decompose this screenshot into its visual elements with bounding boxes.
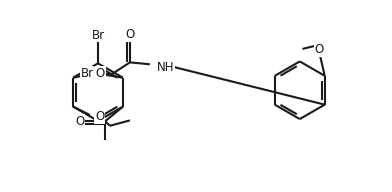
Text: Br: Br <box>81 67 94 80</box>
Text: Br: Br <box>91 29 105 42</box>
Text: O: O <box>95 110 104 123</box>
Text: O: O <box>75 115 85 128</box>
Text: O: O <box>315 43 324 56</box>
Text: O: O <box>125 28 134 41</box>
Text: NH: NH <box>157 61 174 74</box>
Text: O: O <box>96 67 105 80</box>
